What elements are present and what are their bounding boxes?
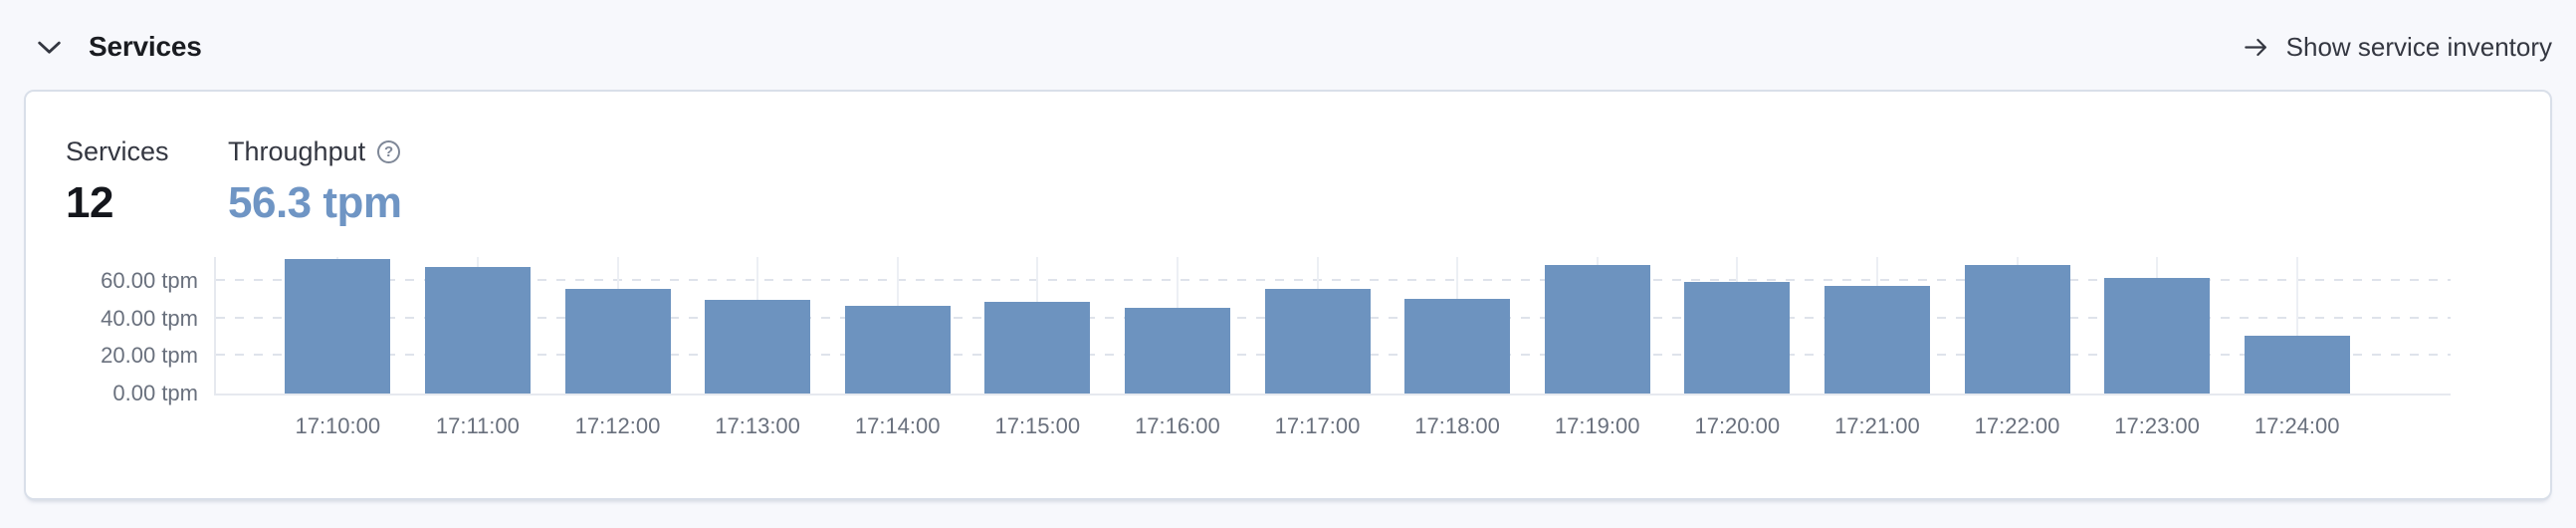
throughput-bar[interactable] [1124,307,1230,394]
throughput-bar[interactable] [844,306,951,394]
x-axis-label: 17:16:00 [1135,413,1220,438]
throughput-bar[interactable] [1684,281,1791,394]
throughput-label: Throughput [228,136,366,166]
y-axis-label: 0.00 tpm [112,381,198,405]
throughput-bar[interactable] [1544,264,1650,394]
x-axis-label: 17:10:00 [295,413,381,438]
throughput-bar[interactable] [564,289,671,394]
services-summary-card: Services 12 Throughput ? 56.3 tpm 0.00 t… [24,90,2552,500]
x-axis-label: 17:17:00 [1274,413,1361,438]
y-axis-label: 60.00 tpm [101,268,198,294]
chevron-down-icon [38,41,61,54]
x-axis-label: 17:13:00 [715,413,800,438]
y-axis-label: 20.00 tpm [101,343,198,369]
services-collapse-toggle[interactable]: Services [24,31,202,63]
throughput-bar[interactable] [1964,264,2070,394]
throughput-bar[interactable] [1264,289,1371,394]
arrow-right-icon [2244,38,2266,56]
x-gridline [2295,257,2298,394]
show-service-inventory-link[interactable]: Show service inventory [2244,32,2552,63]
x-axis-label: 17:12:00 [574,413,661,438]
services-count-value: 12 [66,178,113,227]
x-axis-label: 17:18:00 [1414,413,1500,438]
throughput-bar[interactable] [705,299,811,394]
throughput-bar[interactable] [2104,278,2211,394]
throughput-bar[interactable] [984,301,1091,394]
services-section-header: Services Show service inventory [24,16,2552,78]
x-axis-label: 17:24:00 [2254,413,2340,438]
services-count-stat: Services 12 [66,135,169,227]
section-title: Services [89,31,202,62]
throughput-bar[interactable] [1824,285,1930,394]
x-axis-label: 17:19:00 [1554,413,1640,438]
services-count-label: Services [66,136,169,166]
x-axis-label: 17:23:00 [2114,413,2200,438]
x-axis-label: 17:21:00 [1834,413,1920,438]
y-axis-label: 40.00 tpm [101,305,198,331]
x-axis-label: 17:15:00 [994,413,1081,438]
x-axis-label: 17:20:00 [1694,413,1781,438]
y-gridline [216,279,2451,282]
show-service-inventory-label: Show service inventory [2285,31,2552,62]
throughput-bar-chart: 0.00 tpm 20.00 tpm 40.00 tpm 60.00 tpm 17:10… [101,257,2451,438]
x-axis-label: 17:14:00 [854,413,941,438]
x-axis-label: 17:22:00 [1974,413,2060,438]
throughput-bar[interactable] [424,266,531,394]
question-in-circle-icon[interactable]: ? [377,139,401,163]
throughput-bar[interactable] [285,259,391,394]
throughput-value: 56.3 tpm [228,178,402,227]
throughput-stat: Throughput ? 56.3 tpm [228,135,402,227]
throughput-bar[interactable] [1404,299,1511,394]
x-axis-label: 17:11:00 [435,413,520,438]
throughput-bar[interactable] [2244,335,2350,394]
